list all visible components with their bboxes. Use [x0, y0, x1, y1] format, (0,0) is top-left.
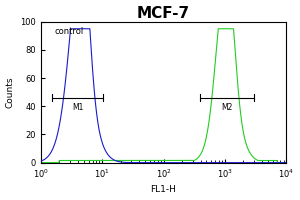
X-axis label: FL1-H: FL1-H	[151, 185, 176, 194]
Text: M2: M2	[222, 103, 233, 112]
Text: control: control	[54, 27, 83, 36]
Y-axis label: Counts: Counts	[6, 76, 15, 108]
Title: MCF-7: MCF-7	[137, 6, 190, 21]
Text: M1: M1	[72, 103, 83, 112]
